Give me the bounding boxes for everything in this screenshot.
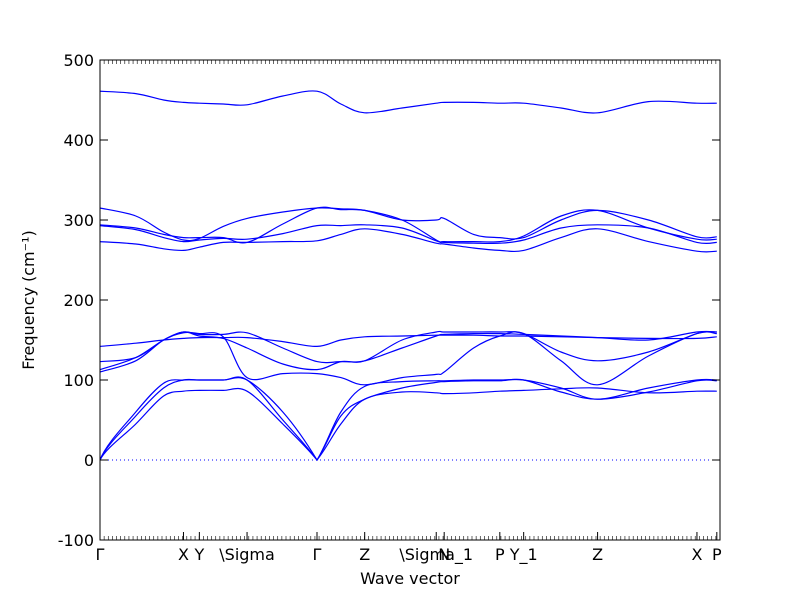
phonon-band-5 xyxy=(99,228,717,253)
symmetry-point-label: Z xyxy=(592,545,603,564)
phonon-band-6 xyxy=(99,334,717,348)
phonon-band-1 xyxy=(99,90,717,114)
plot-frame xyxy=(99,59,721,541)
phonon-band-9 xyxy=(99,331,717,386)
symmetry-point-label: N xyxy=(438,545,450,564)
phonon-band-4 xyxy=(99,224,717,245)
phonon-band-11 xyxy=(99,376,717,462)
symmetry-point-label: Y_1 xyxy=(509,545,538,565)
y-tick-label: 500 xyxy=(63,51,94,70)
series-lines xyxy=(99,90,720,462)
symmetry-point-label: Y xyxy=(193,545,204,564)
phonon-band-12 xyxy=(99,387,717,461)
symmetry-point-label: X xyxy=(691,545,702,564)
symmetry-point-label: Γ xyxy=(313,545,322,564)
symmetry-point-label: P xyxy=(495,545,505,564)
symmetry-point-label: Γ xyxy=(96,545,105,564)
y-tick-label: -100 xyxy=(58,531,94,550)
symmetry-point-label: \Sigma_1 xyxy=(399,545,473,565)
y-axis-label: Frequency (cm⁻¹) xyxy=(19,230,38,369)
y-tick-label: 0 xyxy=(84,451,94,470)
y-tick-label: 300 xyxy=(63,211,94,230)
y-tick-label: 400 xyxy=(63,131,94,150)
symmetry-point-label: P xyxy=(712,545,722,564)
phonon-band-2 xyxy=(99,207,717,242)
x-axis-label: Wave vector xyxy=(360,569,460,588)
y-tick-label: 100 xyxy=(63,371,94,390)
minor-ticks xyxy=(99,60,721,540)
symmetry-point-label: X xyxy=(178,545,189,564)
symmetry-point-label: \Sigma xyxy=(219,545,275,564)
phonon-band-3 xyxy=(99,206,717,244)
phonon-band-8 xyxy=(99,330,717,371)
y-tick-label: 200 xyxy=(63,291,94,310)
symmetry-point-label: Z xyxy=(359,545,370,564)
